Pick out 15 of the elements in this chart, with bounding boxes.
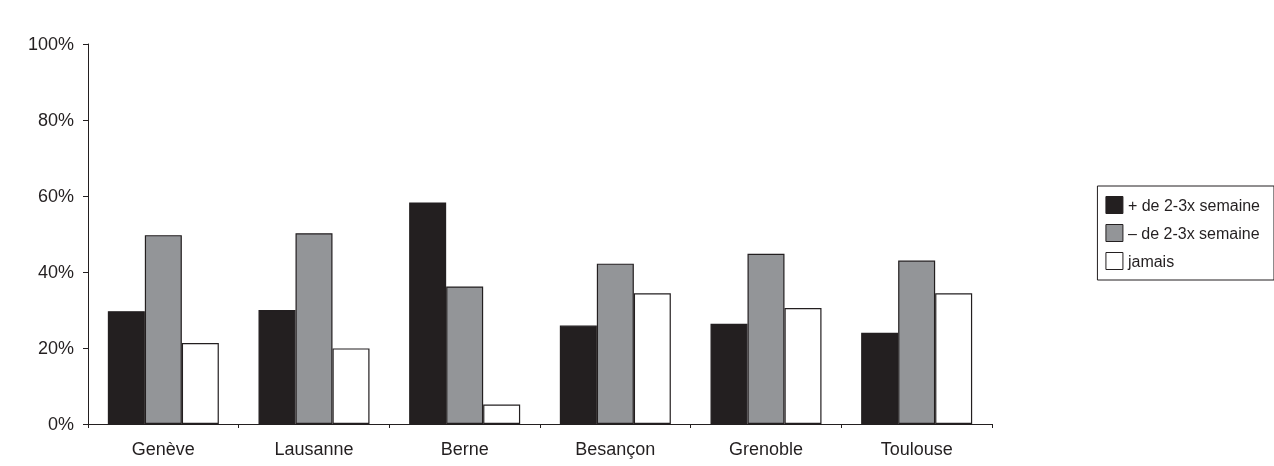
legend-label: jamais — [1126, 252, 1175, 270]
y-tick-label: 80% — [37, 110, 74, 130]
x-tick-label: Toulouse — [880, 439, 953, 459]
y-tick-label: 60% — [37, 186, 74, 206]
y-tick-label: 0% — [47, 414, 74, 434]
legend-label: – de 2-3x semaine — [1127, 224, 1260, 242]
y-tick-label: 20% — [37, 338, 74, 358]
y-tick-label: 100% — [27, 34, 74, 54]
x-tick-label: Grenoble — [728, 439, 804, 459]
x-tick-label: Lausanne — [274, 439, 354, 459]
legend-label: + de 2-3x semaine — [1127, 196, 1261, 214]
x-tick-label: Besançon — [575, 439, 656, 459]
y-tick-label: 40% — [37, 262, 74, 282]
x-tick-label: Berne — [440, 439, 489, 459]
x-tick-label: Genève — [131, 439, 195, 459]
